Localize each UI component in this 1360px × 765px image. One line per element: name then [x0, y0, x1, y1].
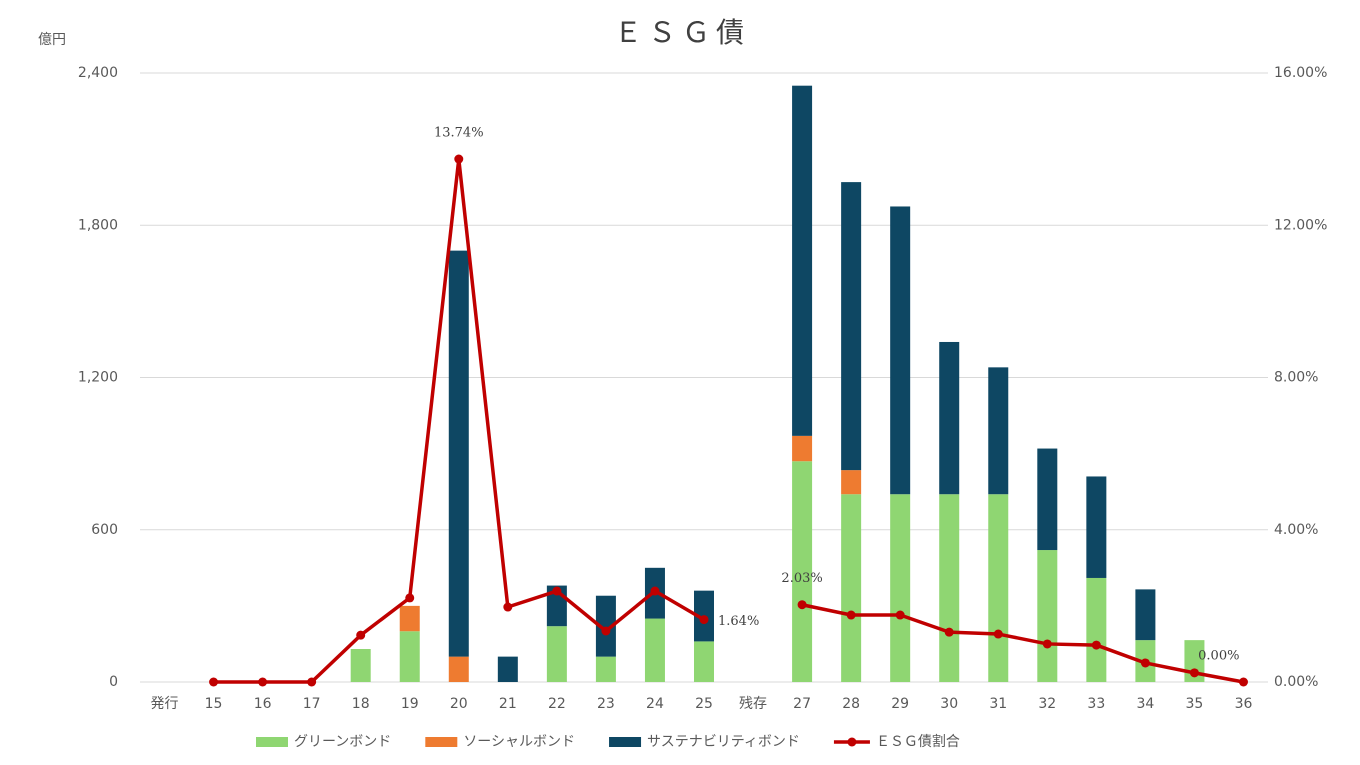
legend-label: サステナビリティボンド — [647, 734, 800, 750]
bar — [1086, 577, 1107, 682]
line-marker — [1091, 640, 1101, 650]
y2-tick-label: 12.00% — [1274, 217, 1327, 233]
x-tick-label: 23 — [597, 696, 615, 712]
bar — [841, 182, 862, 471]
line-marker — [699, 615, 709, 625]
line-marker — [356, 630, 366, 640]
y2-tick-label: 16.00% — [1274, 65, 1327, 81]
line-marker — [1189, 668, 1199, 678]
bar — [1135, 589, 1156, 641]
x-tick-label: 18 — [352, 696, 370, 712]
line-marker — [1140, 658, 1150, 668]
bar — [497, 656, 518, 682]
bar — [841, 470, 862, 495]
x-tick-label: 25 — [695, 696, 713, 712]
x-tick-label: 21 — [499, 696, 517, 712]
y-tick-label: 0 — [109, 674, 118, 690]
bar — [694, 641, 714, 682]
legend-label: ソーシャルボンド — [463, 734, 575, 750]
x-tick-label: 35 — [1186, 696, 1204, 712]
y-tick-label: 2,400 — [78, 65, 118, 81]
line-marker — [552, 586, 562, 596]
bar — [350, 649, 371, 682]
x-tick-label: 28 — [842, 696, 860, 712]
x-tick-label: 22 — [548, 696, 566, 712]
bar — [1086, 476, 1107, 578]
legend-marker — [847, 737, 857, 747]
bar — [890, 494, 911, 682]
legend-swatch — [609, 737, 642, 747]
data-label: 0.00% — [1198, 649, 1239, 664]
y-tick-label: 1,200 — [78, 370, 118, 386]
bar — [988, 494, 1009, 682]
bar — [792, 435, 813, 462]
line-marker — [601, 626, 611, 636]
line-marker — [846, 610, 856, 620]
line-marker — [209, 677, 219, 687]
y2-tick-label: 8.00% — [1274, 370, 1318, 386]
line-marker — [1042, 639, 1052, 649]
bar — [939, 494, 960, 682]
data-label: 13.74% — [434, 126, 484, 141]
y-tick-label: 1,800 — [78, 217, 118, 233]
data-label: 1.64% — [718, 614, 759, 629]
line-marker — [650, 586, 660, 596]
x-tick-label: 30 — [940, 696, 958, 712]
line-marker — [405, 593, 415, 603]
bar — [1037, 550, 1058, 682]
bar — [841, 494, 862, 682]
x-tick-label: 33 — [1087, 696, 1105, 712]
line-marker — [895, 610, 905, 620]
bar — [792, 85, 813, 436]
bar — [644, 618, 665, 682]
bar — [399, 605, 420, 632]
line-marker — [503, 602, 513, 612]
bar — [988, 367, 1009, 495]
line-marker — [1238, 677, 1248, 687]
legend-swatch — [256, 737, 288, 747]
bar — [1037, 448, 1058, 551]
bar — [546, 626, 567, 682]
line-marker — [454, 154, 464, 164]
x-tick-label: 29 — [891, 696, 909, 712]
bar — [448, 656, 469, 682]
legend-swatch — [425, 737, 458, 747]
x-tick-label: 19 — [401, 696, 419, 712]
line-marker — [993, 629, 1003, 639]
bar — [595, 656, 616, 682]
y-axis-unit: 億円 — [38, 32, 66, 48]
line-marker — [944, 627, 954, 637]
x-tick-label: 発行 — [151, 696, 179, 712]
x-tick-label: 残存 — [739, 696, 767, 712]
x-tick-label: 32 — [1038, 696, 1056, 712]
x-tick-label: 31 — [989, 696, 1007, 712]
x-tick-label: 15 — [205, 696, 223, 712]
line-marker — [797, 600, 807, 610]
x-tick-label: 34 — [1136, 696, 1154, 712]
bar — [792, 461, 813, 682]
x-tick-label: 27 — [793, 696, 811, 712]
y2-tick-label: 0.00% — [1274, 674, 1318, 690]
legend-label: ＥＳＧ債割合 — [876, 733, 960, 750]
bar — [890, 206, 911, 495]
line-marker — [307, 677, 317, 687]
y-tick-label: 600 — [91, 522, 118, 538]
x-tick-label: 17 — [303, 696, 321, 712]
x-tick-label: 24 — [646, 696, 664, 712]
x-tick-label: 16 — [254, 696, 272, 712]
bar — [399, 631, 420, 682]
line-marker — [258, 677, 268, 687]
bar — [595, 595, 616, 657]
bar — [448, 250, 469, 657]
y2-tick-label: 4.00% — [1274, 522, 1318, 538]
legend-label: グリーンボンド — [294, 734, 391, 750]
data-label: 2.03% — [781, 571, 822, 586]
bar — [939, 341, 960, 495]
x-tick-label: 36 — [1235, 696, 1253, 712]
x-tick-label: 20 — [450, 696, 468, 712]
chart-title: ＥＳＧ債 — [614, 16, 750, 49]
